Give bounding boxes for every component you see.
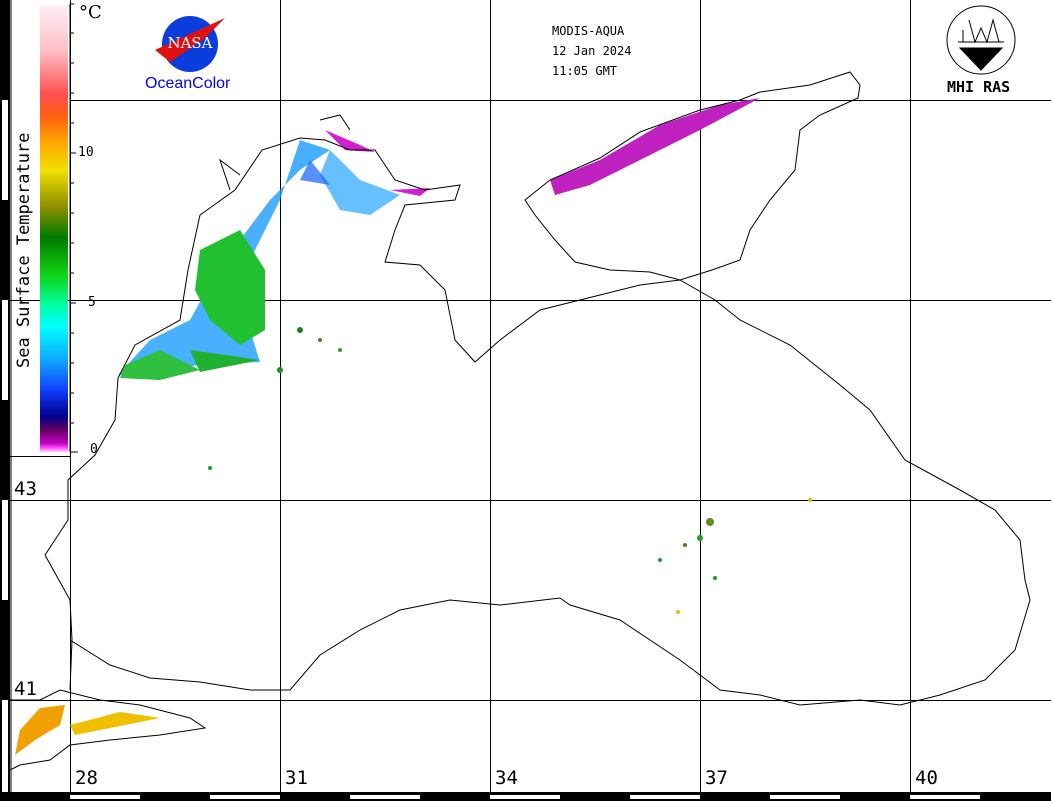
lon-label-37: 37 xyxy=(705,767,728,789)
lon-label-40: 40 xyxy=(915,767,938,789)
image-date: 12 Jan 2024 xyxy=(552,44,632,58)
nasa-logo-text: NASA xyxy=(167,34,213,52)
oceancolor-label: OceanColor xyxy=(145,75,231,92)
graticule xyxy=(10,0,1051,792)
lon-label-34: 34 xyxy=(495,767,518,789)
bottom-scale-ruler xyxy=(0,792,1051,801)
colorbar-tick-0: 0 xyxy=(90,442,98,457)
mhi-ras-logo xyxy=(946,5,1016,75)
sensor-name: MODIS-AQUA xyxy=(552,24,625,38)
lat-label-43: 43 xyxy=(14,478,37,500)
left-scale-ruler xyxy=(0,0,12,801)
colorbar-ticks xyxy=(69,3,78,453)
lon-label-31: 31 xyxy=(285,767,308,789)
colorbar-tick-5: 5 xyxy=(88,295,96,310)
mhi-ras-label: MHI RAS xyxy=(947,78,1011,96)
colorbar-tick-10: 10 xyxy=(78,145,94,160)
lon-label-28: 28 xyxy=(75,767,98,789)
image-time: 11:05 GMT xyxy=(552,64,618,78)
sst-data xyxy=(15,98,812,755)
sst-colorbar xyxy=(40,5,68,452)
lat-label-41: 41 xyxy=(14,678,37,700)
coastline xyxy=(9,71,1031,771)
colorbar-title: Sea Surface Temperature xyxy=(14,132,34,368)
colorbar-unit: °C xyxy=(79,2,102,23)
nasa-logo xyxy=(155,16,225,72)
